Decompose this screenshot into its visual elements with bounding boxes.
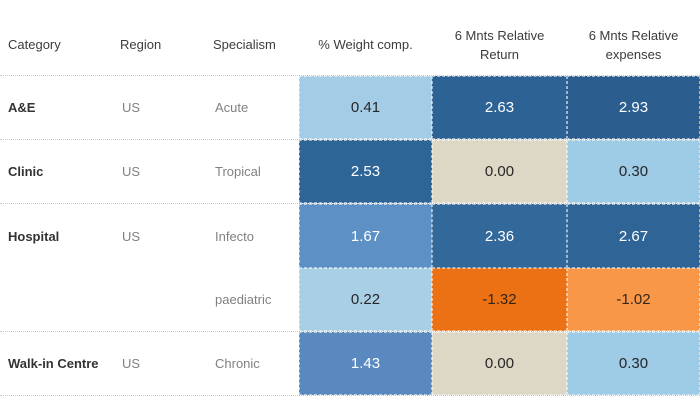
column-header-category: Category (8, 37, 61, 53)
table-row-clinic: Clinic US Tropical 2.53 0.00 0.30 (0, 140, 700, 204)
relative-expenses-mark[interactable]: 2.93 (567, 76, 700, 139)
region-label: US (122, 100, 141, 115)
category-label: Clinic (8, 164, 44, 179)
relative-expenses-mark[interactable]: 0.30 (567, 332, 700, 395)
weight-comp-mark[interactable]: 1.43 (299, 332, 432, 395)
specialism-label: paediatric (215, 292, 272, 307)
relative-return-mark[interactable]: 2.36 (432, 204, 567, 268)
relative-return-mark[interactable]: 0.00 (432, 332, 567, 395)
region-label: US (122, 228, 141, 244)
weight-comp-mark[interactable]: 1.67 (299, 204, 432, 268)
region-label: US (122, 164, 141, 179)
table-row-hospital-paediatric: paediatric 0.22 -1.32 -1.02 (0, 268, 700, 332)
relative-expenses-mark[interactable]: 2.67 (567, 204, 700, 268)
region-label (120, 268, 213, 331)
weight-comp-mark[interactable]: 0.22 (299, 268, 432, 331)
relative-return-mark[interactable]: 2.63 (432, 76, 567, 139)
column-header-region: Region (120, 37, 162, 53)
specialism-label: Infecto (215, 228, 255, 244)
column-header-relative-return: 6 Mnts Relative Return (454, 27, 545, 62)
weight-comp-mark[interactable]: 2.53 (299, 140, 432, 203)
specialism-label: Acute (215, 100, 249, 115)
column-header-specialism: Specialism (213, 37, 276, 53)
column-header-weight-comp: % Weight comp. (318, 37, 413, 53)
table-row-walkin-centre: Walk-in Centre US Chronic 1.43 0.00 0.30 (0, 332, 700, 396)
category-label: Walk-in Centre (8, 356, 99, 371)
table-row-ae: A&E US Acute 0.41 2.63 2.93 (0, 76, 700, 140)
relative-expenses-mark[interactable]: -1.02 (567, 268, 700, 331)
table-row-hospital-infecto: Hospital US Infecto 1.67 2.36 2.67 (0, 204, 700, 268)
column-header-relative-expenses: 6 Mnts Relative expenses (588, 27, 679, 62)
specialism-label: Chronic (215, 356, 260, 371)
category-label: Hospital (8, 228, 60, 244)
specialism-label: Tropical (215, 164, 261, 179)
category-label (0, 268, 120, 331)
region-label: US (122, 356, 141, 371)
header-row: Category Region Specialism % Weight comp… (0, 0, 700, 76)
relative-return-mark[interactable]: 0.00 (432, 140, 567, 203)
relative-expenses-mark[interactable]: 0.30 (567, 140, 700, 203)
category-label: A&E (8, 100, 36, 115)
relative-return-mark[interactable]: -1.32 (432, 268, 567, 331)
weight-comp-mark[interactable]: 0.41 (299, 76, 432, 139)
